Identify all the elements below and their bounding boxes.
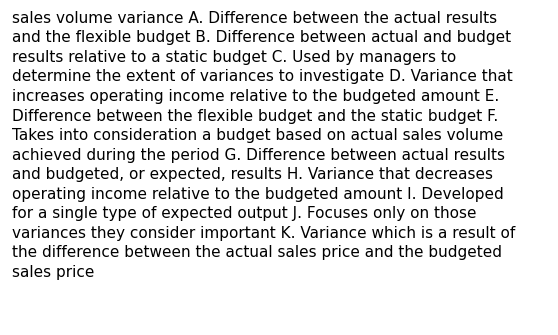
Text: sales volume variance A. Difference between the actual results
and the flexible : sales volume variance A. Difference betw…: [12, 11, 516, 280]
